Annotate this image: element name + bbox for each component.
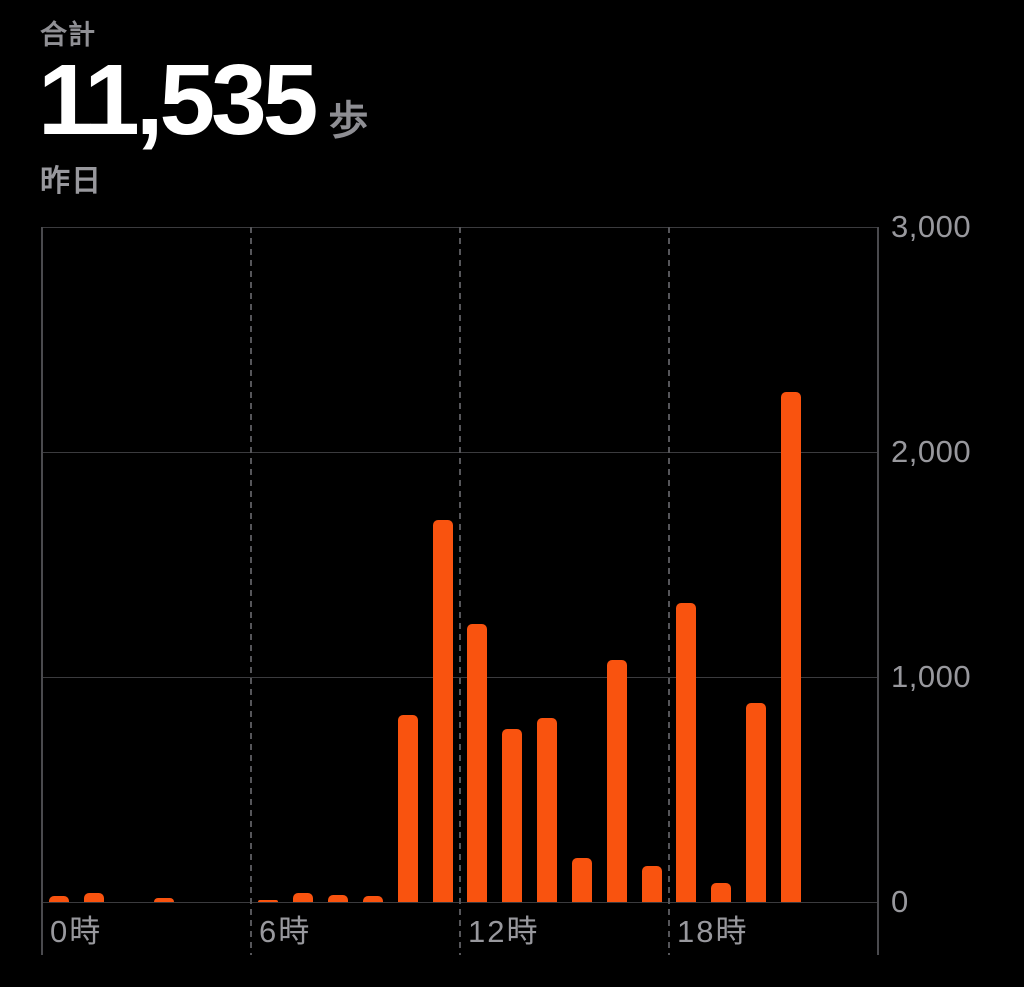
bar-hour-14[interactable] bbox=[537, 717, 558, 902]
y-axis-label: 0 bbox=[891, 884, 909, 919]
x-axis-label: 6時 bbox=[259, 914, 312, 949]
bar-hour-19[interactable] bbox=[711, 882, 732, 902]
bar-hour-18[interactable] bbox=[676, 602, 697, 902]
bar-hour-3[interactable] bbox=[153, 897, 174, 902]
bar-hour-13[interactable] bbox=[502, 728, 523, 902]
x-axis-label: 12時 bbox=[468, 914, 540, 949]
total-label: 合計 bbox=[40, 20, 96, 50]
total-value: 11,535 bbox=[38, 44, 318, 156]
vertical-dashed-gridline bbox=[459, 227, 461, 955]
y-axis-label: 2,000 bbox=[891, 434, 972, 469]
bar-hour-9[interactable] bbox=[362, 896, 383, 902]
bar-hour-1[interactable] bbox=[84, 893, 105, 902]
bar-hour-17[interactable] bbox=[641, 866, 662, 902]
date-label: 昨日 bbox=[40, 165, 102, 198]
y-axis-label: 3,000 bbox=[891, 209, 972, 244]
vertical-dashed-gridline bbox=[250, 227, 252, 955]
bar-hour-15[interactable] bbox=[571, 858, 592, 902]
bar-hour-21[interactable] bbox=[780, 392, 801, 902]
bar-hour-7[interactable] bbox=[293, 893, 314, 902]
bar-hour-8[interactable] bbox=[328, 895, 349, 902]
x-axis-label: 18時 bbox=[677, 914, 749, 949]
bar-hour-16[interactable] bbox=[606, 660, 627, 902]
x-axis-label: 0時 bbox=[50, 914, 103, 949]
bar-hour-10[interactable] bbox=[397, 715, 418, 902]
bar-hour-0[interactable] bbox=[49, 896, 70, 902]
chart-border-line bbox=[877, 227, 879, 955]
total-unit: 歩 bbox=[328, 99, 370, 143]
y-axis-label: 1,000 bbox=[891, 659, 972, 694]
vertical-dashed-gridline bbox=[668, 227, 670, 955]
bar-hour-12[interactable] bbox=[467, 624, 488, 902]
bar-hour-6[interactable] bbox=[258, 900, 279, 902]
chart-border-line bbox=[41, 227, 43, 955]
bar-hour-11[interactable] bbox=[432, 519, 453, 902]
bar-hour-20[interactable] bbox=[746, 702, 767, 902]
total-value-row: 11,535 歩 bbox=[38, 50, 369, 150]
